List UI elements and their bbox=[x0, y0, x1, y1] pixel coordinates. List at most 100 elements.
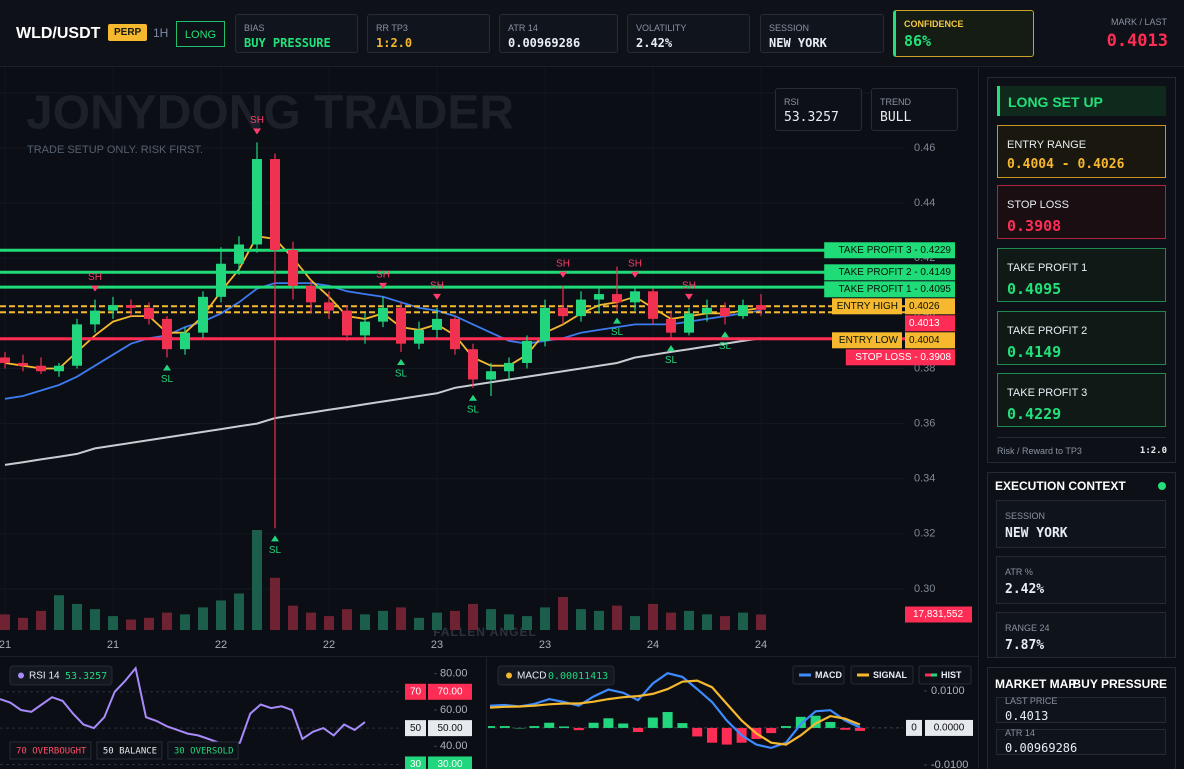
swing-low-label: SL bbox=[161, 374, 174, 385]
candle-body bbox=[0, 357, 10, 363]
level-badge-bg bbox=[405, 720, 426, 737]
candle-body bbox=[36, 365, 46, 372]
rsi-box-label: RSI bbox=[784, 97, 800, 107]
hist-bar bbox=[677, 723, 688, 728]
stat-label: VOLATILITY bbox=[636, 23, 687, 33]
swing-high-label: SH bbox=[88, 272, 102, 283]
status-dot bbox=[1158, 482, 1166, 490]
legend-chip bbox=[850, 665, 914, 685]
volume-bar bbox=[72, 603, 82, 630]
confidence-value: 86% bbox=[904, 32, 932, 50]
x-tick-label: 23 bbox=[539, 639, 551, 651]
hist-bar bbox=[559, 726, 569, 728]
legend-chip bbox=[9, 741, 92, 760]
hist-bar bbox=[825, 722, 836, 728]
volume-bar bbox=[702, 614, 712, 630]
stat-box: ATR 14 0.00969286 bbox=[499, 14, 618, 53]
swing-low-arrow bbox=[397, 358, 405, 365]
hist-bar bbox=[588, 722, 599, 728]
candle-body bbox=[360, 321, 370, 336]
y-tick-label: 40.00 bbox=[440, 740, 468, 752]
x-tick-label: 24 bbox=[755, 639, 767, 651]
timeframe[interactable]: 1H bbox=[153, 26, 169, 40]
level-label-bg bbox=[832, 298, 902, 315]
hist-bar bbox=[855, 727, 865, 731]
volume-bar bbox=[18, 617, 28, 630]
candle-body bbox=[594, 294, 604, 300]
volume-bar bbox=[288, 605, 298, 630]
x-tick-label: 21 bbox=[0, 639, 11, 651]
level-label: TAKE PROFIT 2 - 0.4149 bbox=[839, 267, 952, 278]
swing-high-label: SH bbox=[628, 258, 642, 269]
rr-label: Risk / Reward to TP3 bbox=[997, 446, 1082, 456]
level-label: TAKE PROFIT 1 - 0.4095 bbox=[839, 284, 952, 295]
symbol: WLD/USDT bbox=[16, 25, 101, 42]
mark-label: MARK / LAST bbox=[1110, 17, 1167, 27]
setup-title: LONG SET UP bbox=[997, 86, 1166, 116]
legend-label: MACD bbox=[815, 670, 842, 680]
hist-bar bbox=[499, 726, 510, 728]
card-label: TAKE PROFIT 2 bbox=[1007, 325, 1088, 337]
hist-bar bbox=[692, 727, 703, 737]
x-tick-label: 22 bbox=[215, 639, 227, 651]
candle-body bbox=[540, 307, 550, 341]
legend-label: HIST bbox=[941, 670, 962, 680]
volume-bar bbox=[324, 616, 334, 630]
hist-bar bbox=[618, 723, 629, 728]
candle-body bbox=[270, 159, 280, 250]
rsi-line bbox=[0, 665, 366, 746]
y-tick-label: 0.44 bbox=[914, 197, 935, 209]
y-tick-label: 60.00 bbox=[440, 704, 468, 716]
candle-body bbox=[432, 318, 442, 330]
candle-body bbox=[54, 365, 64, 372]
candle-body bbox=[72, 324, 82, 366]
x-tick-label: 24 bbox=[647, 639, 659, 651]
swing-low-label: SL bbox=[719, 341, 732, 352]
volume-label-bg bbox=[905, 606, 972, 623]
setup-title-text: LONG SET UP bbox=[1008, 94, 1103, 110]
legend-bg bbox=[497, 665, 615, 686]
hist-bar bbox=[721, 727, 732, 745]
level-value: 0.4026 bbox=[909, 301, 940, 312]
mark-value: 0.4013 bbox=[1106, 31, 1168, 51]
level-label: STOP LOSS - 0.3908 bbox=[855, 352, 951, 363]
candle-body bbox=[666, 318, 676, 333]
card-value: 0.4095 bbox=[1007, 280, 1062, 298]
level-value: 0.4013 bbox=[909, 318, 940, 329]
candle-body bbox=[90, 310, 100, 325]
context-label: RANGE 24 bbox=[1005, 623, 1050, 633]
stat-label: ATR 14 bbox=[508, 23, 538, 33]
trend-box: TREND BULL bbox=[871, 88, 958, 131]
volume-bar bbox=[144, 617, 154, 630]
candle-body bbox=[396, 307, 406, 344]
legend-chip-label: 30 OVERSOLD bbox=[174, 747, 234, 757]
volume-bar bbox=[378, 610, 388, 630]
perp-badge: PERP bbox=[108, 24, 148, 41]
candle-body bbox=[126, 305, 136, 308]
stat-value: 1:2.0 bbox=[376, 36, 413, 50]
confidence-box: CONFIDENCE 86% bbox=[893, 10, 1034, 57]
candle-body bbox=[522, 340, 532, 363]
volume-bar bbox=[108, 616, 118, 630]
swing-high-arrow bbox=[91, 285, 99, 292]
legend-dot bbox=[506, 672, 512, 679]
volume-bar bbox=[306, 612, 316, 630]
stat-label: SESSION bbox=[769, 23, 810, 33]
volume-bar bbox=[252, 530, 262, 630]
level-label: ENTRY LOW bbox=[839, 335, 899, 346]
stat-label: RR TP3 bbox=[376, 23, 408, 33]
rr-value: 1:2.0 bbox=[1139, 446, 1167, 456]
card-value: 0.3908 bbox=[1007, 217, 1062, 235]
legend-value: 53.3257 bbox=[65, 671, 107, 682]
legend-chip bbox=[167, 741, 239, 760]
level-label-bg bbox=[824, 264, 955, 281]
candle-body bbox=[414, 329, 424, 344]
volume-bar bbox=[594, 610, 604, 630]
panel-divider bbox=[486, 657, 487, 769]
volume-bar bbox=[522, 616, 532, 630]
rsi-box: RSI 53.3257 bbox=[775, 88, 862, 131]
candle-body bbox=[234, 244, 244, 264]
swing-high-label: SH bbox=[250, 115, 264, 126]
hist-bar bbox=[781, 726, 791, 728]
level-label: TAKE PROFIT 3 - 0.4229 bbox=[839, 245, 952, 256]
